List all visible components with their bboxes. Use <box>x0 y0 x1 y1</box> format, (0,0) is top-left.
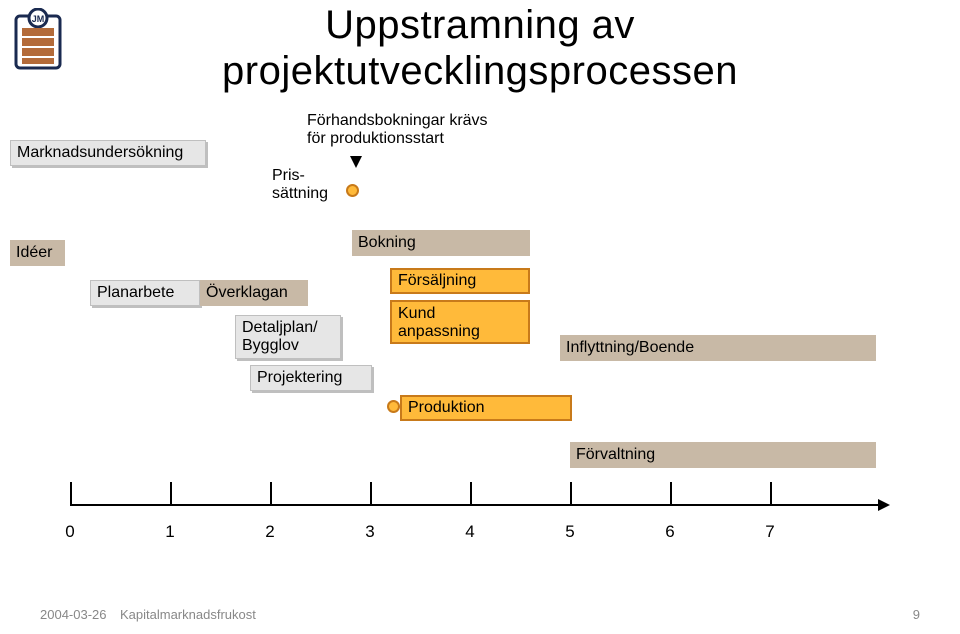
slide-title: Uppstramning av projektutvecklingsproces… <box>0 2 960 94</box>
bar-kundanpassning: Kund anpassning <box>390 300 530 344</box>
axis-label-3: 3 <box>365 522 374 542</box>
footer-page: 9 <box>913 607 920 622</box>
axis-tick-2 <box>270 482 272 504</box>
bar-planarbete: Planarbete <box>90 280 200 306</box>
bar-forvaltning: Förvaltning <box>570 442 876 468</box>
bar-produktion: Produktion <box>400 395 572 421</box>
axis-label-2: 2 <box>265 522 274 542</box>
title-line2: projektutvecklingsprocessen <box>222 49 738 93</box>
slide: JM Uppstramning av projektutvecklingspro… <box>0 0 960 634</box>
axis-tick-7 <box>770 482 772 504</box>
bar-projektering: Projektering <box>250 365 372 391</box>
axis-tick-6 <box>670 482 672 504</box>
bar-ideer: Idéer <box>10 240 65 266</box>
axis-tick-5 <box>570 482 572 504</box>
axis-label-6: 6 <box>665 522 674 542</box>
axis-label-4: 4 <box>465 522 474 542</box>
axis-label-1: 1 <box>165 522 174 542</box>
callout-text: Förhandsbokningar krävs för produktionss… <box>307 112 527 149</box>
booking-required-dot <box>346 184 359 197</box>
axis-tick-0 <box>70 482 72 504</box>
bar-inflyttning: Inflyttning/Boende <box>560 335 876 361</box>
axis-label-0: 0 <box>65 522 74 542</box>
gantt-chart: Förhandsbokningar krävs för produktionss… <box>70 120 890 550</box>
axis-label-5: 5 <box>565 522 574 542</box>
axis-tick-1 <box>170 482 172 504</box>
bar-marknadsundersokning: Marknadsundersökning <box>10 140 206 166</box>
bar-detaljplan: Detaljplan/ Bygglov <box>235 315 341 359</box>
axis-tick-4 <box>470 482 472 504</box>
footer-date: 2004-03-26 <box>40 607 107 622</box>
production-start-dot <box>387 400 400 413</box>
axis-label-7: 7 <box>765 522 774 542</box>
callout-arrow <box>350 156 362 168</box>
bar-bokning: Bokning <box>352 230 530 256</box>
bar-overklagan: Överklagan <box>200 280 308 306</box>
axis-tick-3 <box>370 482 372 504</box>
prissattning-label: Pris- sättning <box>272 167 328 204</box>
bar-forsaljning: Försäljning <box>390 268 530 294</box>
footer-title: Kapitalmarknadsfrukost <box>120 607 256 622</box>
title-line1: Uppstramning av <box>325 3 635 47</box>
